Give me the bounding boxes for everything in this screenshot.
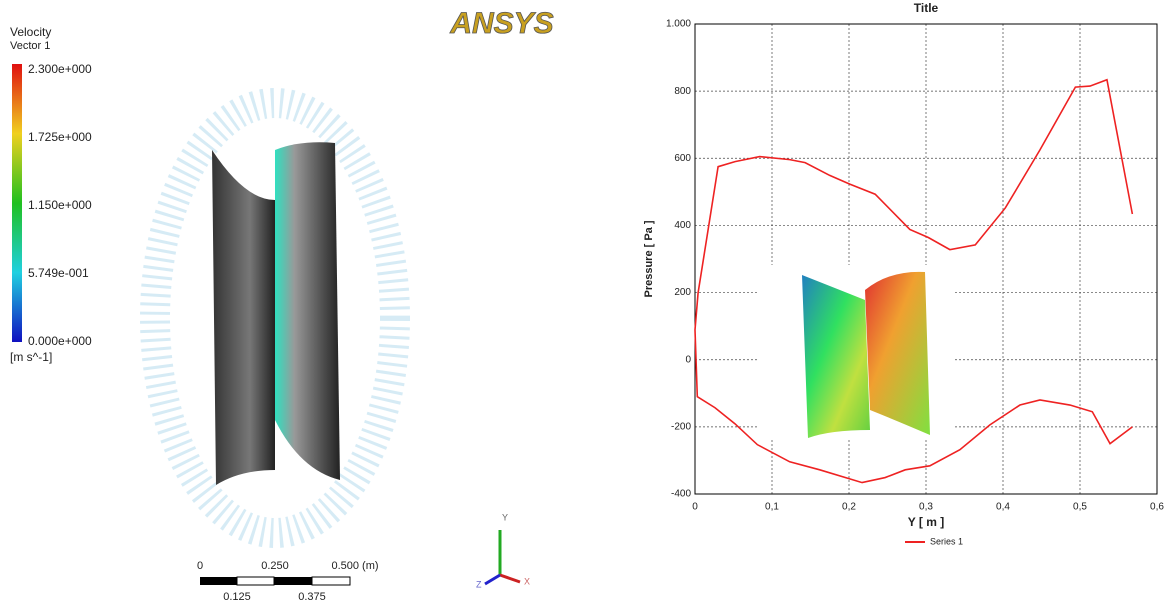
plot-frame [694,23,1158,495]
y-tick-label: -200 [671,421,691,432]
legend-title: Velocity [10,25,51,39]
legend-unit: [m s^-1] [10,350,52,364]
legend-subtitle: Vector 1 [10,40,50,52]
axis-label: Y [502,512,508,522]
y-tick-label: 400 [674,220,691,231]
chart: Title Y [ m ] Pressure [ Pa ] 1.000 800 60… [643,1,1164,546]
x-tick-label: 0,5 [1073,502,1087,513]
y-tick-label: 800 [674,86,691,97]
chart-title: Title [914,1,939,15]
color-bar [12,64,22,342]
axis-triad [484,573,501,586]
data-line [694,78,1134,484]
inset-blade [865,271,930,435]
y-tick-label: 200 [674,287,691,298]
cfd-view: Velocity Vector 1 2.300e+000 1.725e+000 1.… [10,7,554,603]
legend-label: Series 1 [930,536,963,546]
x-axis-label: Y [ m ] [908,515,944,529]
scale-bar [274,577,312,585]
axis-label: X [524,576,530,586]
scale-label: 0.375 [298,591,326,603]
axis-label: Z [476,579,482,589]
x-tick-label: 0,2 [842,502,856,513]
color-bar-label: 1.725e+000 [28,130,92,144]
color-bar-label: 2.300e+000 [28,62,92,76]
scale-label: 0.500 (m) [331,560,378,572]
scale-label: 0.125 [223,591,251,603]
y-tick-label: 1.000 [666,19,691,30]
color-bar-label: 1.150e+000 [28,198,92,212]
scale-bar [311,576,351,586]
scale-bar [236,576,275,586]
flow-vectors [140,88,410,548]
scale-label: 0.250 [261,560,289,572]
x-tick-label: 0,4 [996,502,1010,513]
rotor-blade [212,150,275,485]
x-tick-label: 0,1 [765,502,779,513]
color-bar-label: 5.749e-001 [28,266,89,280]
x-tick-label: 0 [692,502,698,513]
y-tick-label: 600 [674,153,691,164]
logo: ANSYS [449,7,553,40]
y-axis-label: Pressure [ Pa ] [643,220,655,297]
color-bar-label: 0.000e+000 [28,334,92,348]
x-tick-label: 0,3 [919,502,933,513]
y-tick-label: -400 [671,489,691,500]
y-tick-label: 0 [685,354,691,365]
inset-blade [802,275,870,438]
axis-triad [499,573,521,584]
rotor-blade [275,142,340,481]
scale-bar [200,577,237,585]
scale-label: 0 [197,560,203,572]
x-tick-label: 0,6 [1150,502,1164,513]
